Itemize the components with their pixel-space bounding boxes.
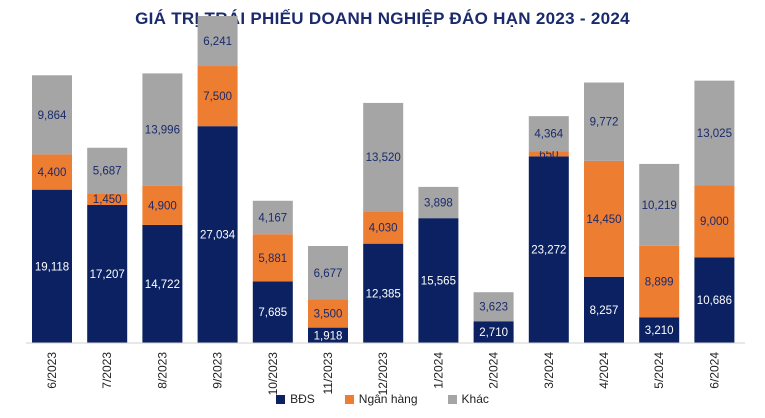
- bar-bds-4-2024: [584, 276, 624, 343]
- data-label-ngan-hang-7-2023: 1,450: [93, 194, 122, 206]
- bar-bds-6-2024: [694, 257, 735, 343]
- data-label-bds-5-2024: 3,210: [645, 325, 674, 337]
- bar-bds-1-2024: [418, 218, 459, 343]
- legend-label-khac: Khác: [461, 392, 489, 406]
- bar-khac-12-2023: [363, 102, 404, 212]
- data-label-khac-8-2023: 13,996: [145, 125, 180, 137]
- x-tick-label-6-2024: 6/2024: [707, 352, 721, 389]
- data-label-bds-3-2024: 23,272: [531, 245, 566, 257]
- x-tick-label-7-2023: 7/2023: [100, 352, 114, 389]
- bar-bds-3-2024: [528, 156, 569, 343]
- data-label-khac-12-2023: 13,520: [366, 152, 401, 164]
- data-label-bds-10-2023: 7,685: [258, 307, 287, 319]
- data-label-bds-6-2024: 10,686: [697, 295, 732, 307]
- legend-item-bds: BĐS: [276, 392, 315, 406]
- data-label-ngan-hang-10-2023: 5,881: [258, 253, 287, 265]
- bar-khac-8-2023: [142, 73, 183, 186]
- bar-khac-6-2023: [32, 75, 72, 155]
- x-tick-label-11-2023: 11/2023: [321, 352, 335, 395]
- data-label-khac-9-2023: 6,241: [203, 36, 232, 48]
- bar-bds-6-2023: [32, 189, 72, 343]
- data-label-khac-11-2023: 6,677: [314, 268, 343, 280]
- legend-swatch-ngan-hang: [344, 394, 354, 404]
- bar-ngan-hang-12-2023: [363, 211, 404, 244]
- data-label-bds-4-2024: 8,257: [590, 305, 619, 317]
- data-label-bds-9-2023: 27,034: [200, 230, 236, 242]
- bar-ngan-hang-11-2023: [308, 299, 348, 328]
- data-label-khac-4-2024: 9,772: [590, 117, 619, 129]
- data-label-khac-5-2024: 10,219: [642, 200, 677, 212]
- bar-ngan-hang-3-2024: [528, 151, 569, 157]
- data-label-khac-2-2024: 3,623: [479, 302, 508, 314]
- data-label-ngan-hang-12-2023: 4,030: [369, 223, 398, 235]
- bar-ngan-hang-9-2023: [197, 66, 238, 127]
- legend-item-khac: Khác: [447, 392, 489, 406]
- legend-label-ngan-hang: Ngân hàng: [358, 392, 418, 406]
- legend-item-ngan-hang: Ngân hàng: [344, 392, 418, 406]
- data-label-ngan-hang-5-2024: 8,899: [645, 277, 674, 289]
- x-tick-label-10-2023: 10/2023: [266, 352, 280, 396]
- bar-ngan-hang-6-2023: [32, 154, 72, 190]
- bar-bds-12-2023: [363, 243, 404, 343]
- data-label-ngan-hang-11-2023: 3,500: [314, 309, 343, 321]
- bar-khac-6-2024: [694, 80, 735, 186]
- data-label-ngan-hang-4-2024: 14,450: [586, 214, 621, 226]
- x-tick-label-3-2024: 3/2024: [542, 352, 556, 389]
- x-tick-label-6-2023: 6/2023: [45, 352, 59, 389]
- legend-swatch-khac: [447, 394, 457, 404]
- x-tick-label-9-2023: 9/2023: [211, 352, 225, 389]
- bar-khac-10-2023: [252, 200, 293, 235]
- bar-ngan-hang-5-2024: [639, 245, 680, 318]
- bar-bds-8-2023: [142, 224, 183, 343]
- bar-khac-7-2023: [87, 147, 128, 194]
- bar-khac-4-2024: [584, 82, 624, 161]
- bar-ngan-hang-7-2023: [87, 193, 128, 205]
- bar-ngan-hang-6-2024: [694, 185, 735, 258]
- legend-swatch-bds: [276, 394, 286, 404]
- bar-khac-1-2024: [418, 186, 459, 219]
- bar-bds-7-2023: [87, 204, 128, 343]
- data-label-ngan-hang-9-2023: 7,500: [203, 91, 232, 103]
- data-label-bds-1-2024: 15,565: [421, 276, 456, 288]
- data-label-bds-8-2023: 14,722: [145, 279, 180, 291]
- data-label-bds-12-2023: 12,385: [366, 288, 401, 300]
- data-label-ngan-hang-8-2023: 4,900: [148, 200, 177, 212]
- x-tick-label-8-2023: 8/2023: [155, 352, 169, 389]
- x-tick-label-1-2024: 1/2024: [431, 352, 445, 389]
- bar-khac-2-2024: [473, 292, 514, 322]
- data-label-khac-10-2023: 4,167: [258, 212, 287, 224]
- chart-title: GIÁ TRỊ TRÁI PHIẾU DOANH NGHIỆP ĐÁO HẠN …: [135, 9, 630, 28]
- data-label-khac-7-2023: 5,687: [93, 166, 122, 178]
- data-label-khac-6-2024: 13,025: [697, 128, 732, 140]
- data-label-bds-6-2023: 19,118: [35, 261, 69, 273]
- x-tick-label-12-2023: 12/2023: [376, 352, 390, 396]
- data-label-ngan-hang-6-2024: 9,000: [700, 216, 729, 228]
- legend-label-bds: BĐS: [290, 392, 315, 406]
- bar-khac-5-2024: [639, 163, 680, 246]
- data-label-ngan-hang-3-2024: 650: [539, 149, 558, 161]
- data-label-bds-7-2023: 17,207: [90, 269, 125, 281]
- x-tick-label-5-2024: 5/2024: [652, 352, 666, 389]
- bar-ngan-hang-4-2024: [584, 160, 624, 277]
- bar-khac-3-2024: [528, 116, 569, 152]
- bar-bds-10-2023: [252, 281, 293, 343]
- data-label-khac-1-2024: 3,898: [424, 198, 453, 210]
- data-label-khac-3-2024: 4,364: [534, 129, 563, 141]
- data-label-ngan-hang-6-2023: 4,400: [38, 167, 67, 179]
- bar-ngan-hang-8-2023: [142, 185, 183, 225]
- bar-khac-9-2023: [197, 15, 238, 67]
- bar-bds-11-2023: [308, 327, 348, 343]
- x-tick-label-2-2024: 2/2024: [487, 352, 501, 389]
- bar-bds-5-2024: [639, 317, 680, 343]
- data-label-bds-11-2023: 1,918: [314, 330, 343, 342]
- bar-bds-2-2024: [473, 321, 514, 343]
- bar-bds-9-2023: [197, 126, 238, 343]
- bar-khac-11-2023: [308, 245, 348, 300]
- data-label-bds-2-2024: 2,710: [479, 327, 508, 339]
- chart-legend: BĐS Ngân hàng Khác: [0, 392, 765, 406]
- data-label-khac-6-2023: 9,864: [38, 110, 67, 122]
- x-tick-label-4-2024: 4/2024: [597, 352, 611, 389]
- bar-ngan-hang-10-2023: [252, 234, 293, 282]
